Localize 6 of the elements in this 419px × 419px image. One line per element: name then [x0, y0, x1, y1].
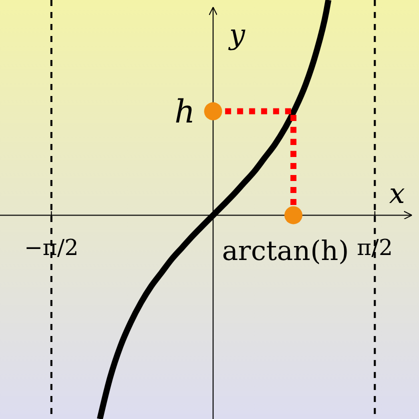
- annotation: h: [174, 92, 196, 130]
- x-tick-label: π/2: [356, 236, 393, 262]
- x-tick-label: −π/2: [24, 236, 79, 262]
- annotation: arctan(h): [222, 236, 349, 268]
- y-axis-title: y: [227, 18, 246, 51]
- x-axis-title: x: [389, 177, 406, 210]
